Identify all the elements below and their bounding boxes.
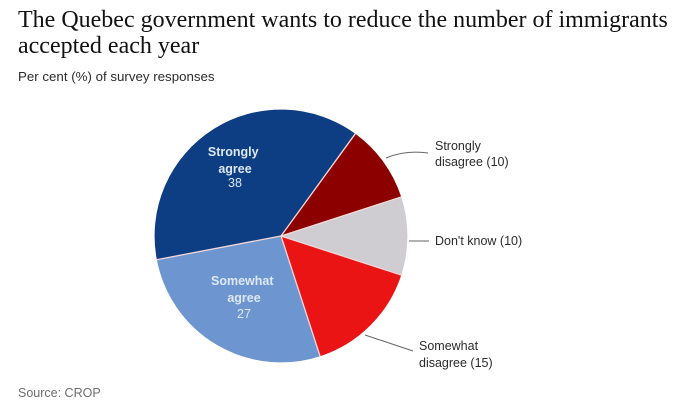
svg-text:Don't know (10): Don't know (10) xyxy=(435,234,522,248)
svg-text:Somewhat disagree (15): Somewhat disagree (15) xyxy=(419,339,493,370)
svg-text:38: 38 xyxy=(228,176,242,190)
svg-text:27: 27 xyxy=(237,307,251,321)
svg-text:Strongly disagree (10): Strongly disagree (10) xyxy=(435,139,509,169)
